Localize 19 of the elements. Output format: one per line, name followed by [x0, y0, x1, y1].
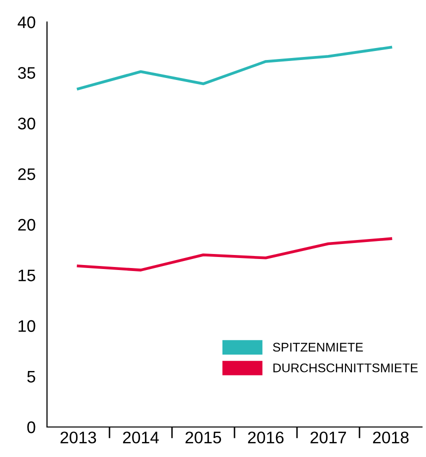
y-tick-label: 15	[18, 270, 36, 282]
y-tick-label: 30	[18, 118, 36, 130]
x-tick-label: 2014	[123, 432, 159, 444]
y-tick-label: 25	[18, 168, 36, 180]
x-tick-label: 2016	[248, 432, 284, 444]
y-tick-label: 35	[18, 67, 36, 79]
y-tick-label: 40	[18, 16, 36, 28]
line-series	[76, 46, 392, 90]
y-tick-label: 0	[27, 421, 36, 434]
line-series	[76, 237, 392, 272]
y-tick-label: 20	[18, 218, 36, 231]
legend-label: DURCHSCHNITTSMIETE	[273, 363, 418, 372]
y-tick-label: 5	[27, 370, 36, 383]
y-tick-label: 10	[18, 320, 36, 332]
legend-label: SPITZENMIETE	[272, 342, 363, 352]
x-tick-label: 2015	[186, 432, 222, 444]
x-tick-label: 2017	[310, 432, 346, 444]
x-tick-label: 2018	[373, 432, 409, 444]
x-tick-label: 2013	[60, 432, 96, 444]
